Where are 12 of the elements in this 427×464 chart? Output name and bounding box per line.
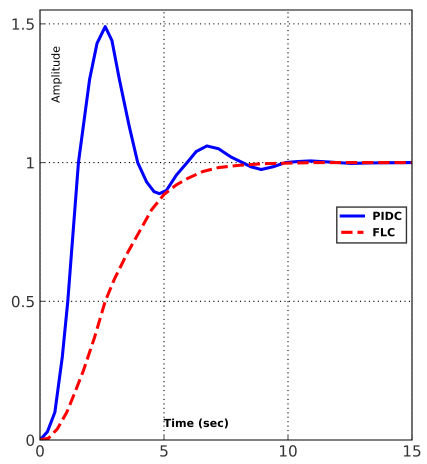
x-tick-label: 0: [36, 445, 44, 457]
y-tick-label: 1: [27, 157, 34, 168]
y-tick-label: 1.5: [12, 18, 34, 30]
y-axis-title: Amplitude: [51, 46, 62, 103]
y-tick-label: 0: [26, 434, 34, 446]
y-tick-label: 0.5: [12, 296, 34, 308]
x-tick-label: 10: [280, 445, 297, 457]
legend-label: PIDC: [373, 212, 402, 220]
x-axis-title: Time (sec): [164, 418, 228, 428]
legend-label: FLC: [373, 228, 394, 236]
x-tick-label: 5: [160, 445, 168, 457]
x-tick-label: 15: [404, 445, 420, 457]
